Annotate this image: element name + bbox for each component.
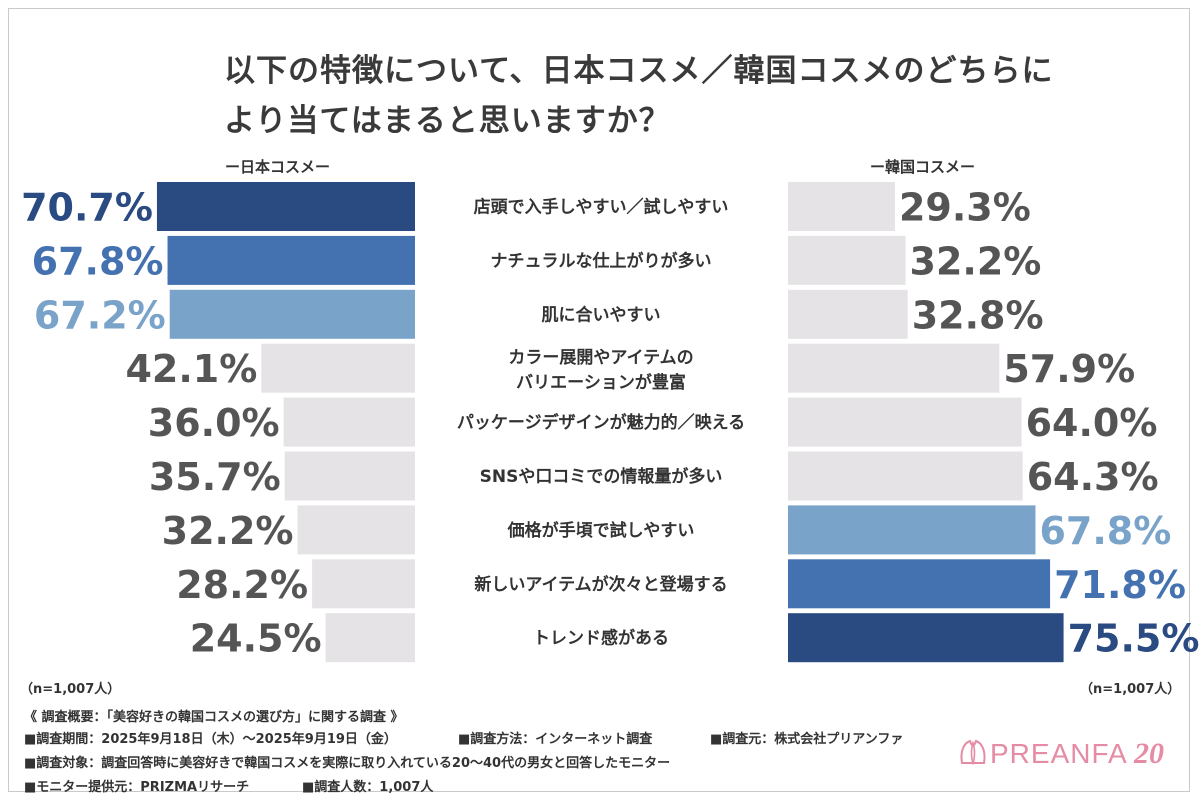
label-japan-4: 36.0%: [148, 401, 280, 445]
label-korea-4: 64.0%: [1026, 401, 1158, 445]
label-japan-7: 28.2%: [176, 563, 308, 607]
bar-korea-3: [788, 343, 1000, 393]
bar-japan-2: [169, 289, 415, 339]
label-japan-6: 32.2%: [162, 509, 294, 553]
bar-korea-0: [788, 182, 895, 231]
label-korea-2: 32.8%: [912, 293, 1044, 337]
category-label-6: 価格が手頃で試しやすい: [507, 520, 695, 541]
sample-size-left: （n=1,007人）: [20, 682, 121, 697]
category-label-1: ナチュラルな仕上がりが多い: [491, 250, 712, 271]
label-japan-2: 67.2%: [34, 293, 166, 337]
label-korea-5: 64.3%: [1027, 455, 1159, 499]
survey-company: ■調査元：株式会社プリアンファ: [710, 732, 904, 747]
bar-japan-6: [297, 505, 415, 555]
category-label-2: 肌に合いやすい: [542, 304, 661, 325]
chart-frame: [8, 8, 1190, 792]
category-label-5: SNSや口コミでの情報量が多い: [480, 466, 723, 487]
label-korea-8: 75.5%: [1068, 617, 1200, 661]
category-label-8: トレンド感がある: [533, 628, 669, 649]
sample-size-right: （n=1,007人）: [1080, 682, 1181, 697]
bar-japan-0: [156, 182, 415, 231]
bar-korea-4: [788, 397, 1022, 447]
logo-wordmark: PREANFA: [990, 738, 1128, 769]
chart-title-line1: 以下の特徴について、日本コスメ／韓国コスメのどちらに: [224, 53, 1054, 89]
label-japan-8: 24.5%: [190, 617, 322, 661]
bar-japan-3: [261, 343, 415, 393]
bar-japan-1: [167, 235, 415, 285]
legend-japan: ー日本コスメー: [225, 158, 331, 176]
bar-korea-5: [788, 451, 1023, 501]
preanfa-logo: PREANFA 20: [960, 737, 1164, 770]
category-label-4: パッケージデザインが魅力的／映える: [457, 412, 745, 433]
survey-method: ■調査方法：インターネット調査: [458, 732, 653, 747]
bar-korea-8: [788, 613, 1064, 663]
label-japan-5: 35.7%: [149, 455, 281, 499]
label-korea-0: 29.3%: [899, 186, 1031, 230]
label-japan-1: 67.8%: [32, 239, 164, 283]
label-japan-0: 70.7%: [21, 186, 153, 230]
chart-title-line2: より当てはまると思いますか？: [224, 103, 671, 139]
label-japan-3: 42.1%: [125, 347, 257, 391]
bar-korea-1: [788, 235, 906, 285]
tulip-icon: [960, 739, 986, 766]
label-korea-1: 32.2%: [910, 239, 1042, 283]
survey-provider: ■モニター提供元：PRIZMAリサーチ: [24, 780, 250, 795]
label-korea-3: 57.9%: [1003, 347, 1135, 391]
bar-korea-2: [788, 289, 908, 339]
bar-korea-6: [788, 505, 1036, 555]
category-label-0: 店頭で入手しやすい／試しやすい: [474, 197, 729, 218]
bar-korea-7: [788, 559, 1051, 609]
bar-japan-7: [312, 559, 415, 609]
survey-row-3: ■モニター提供元：PRIZMAリサーチ ■調査人数：1,007人: [24, 776, 724, 795]
logo-anniversary: 20: [1133, 737, 1164, 770]
survey-heading: 《 調査概要：「美容好きの韓国コスメの選び方」に関する調査 》: [24, 710, 404, 725]
survey-period: ■調査期間：2025年9月18日（木）～2025年9月19日（金）: [24, 732, 397, 747]
survey-count: ■調査人数：1,007人: [302, 780, 434, 795]
legend-korea: ー韓国コスメー: [870, 158, 976, 176]
survey-target: ■調査対象：調査回答時に美容好きで韓国コスメを実際に取り入れている20～40代の…: [24, 756, 671, 771]
category-label-3: カラー展開やアイテムのバリエーションが豊富: [508, 348, 693, 393]
survey-row-1: ■調査期間：2025年9月18日（木）～2025年9月19日（金） ■調査方法：…: [24, 728, 954, 747]
bar-japan-8: [325, 613, 415, 663]
bar-japan-4: [283, 397, 415, 447]
bar-japan-5: [284, 451, 415, 501]
label-korea-7: 71.8%: [1054, 563, 1186, 607]
label-korea-6: 67.8%: [1039, 509, 1171, 553]
category-label-7: 新しいアイテムが次々と登場する: [474, 574, 727, 595]
